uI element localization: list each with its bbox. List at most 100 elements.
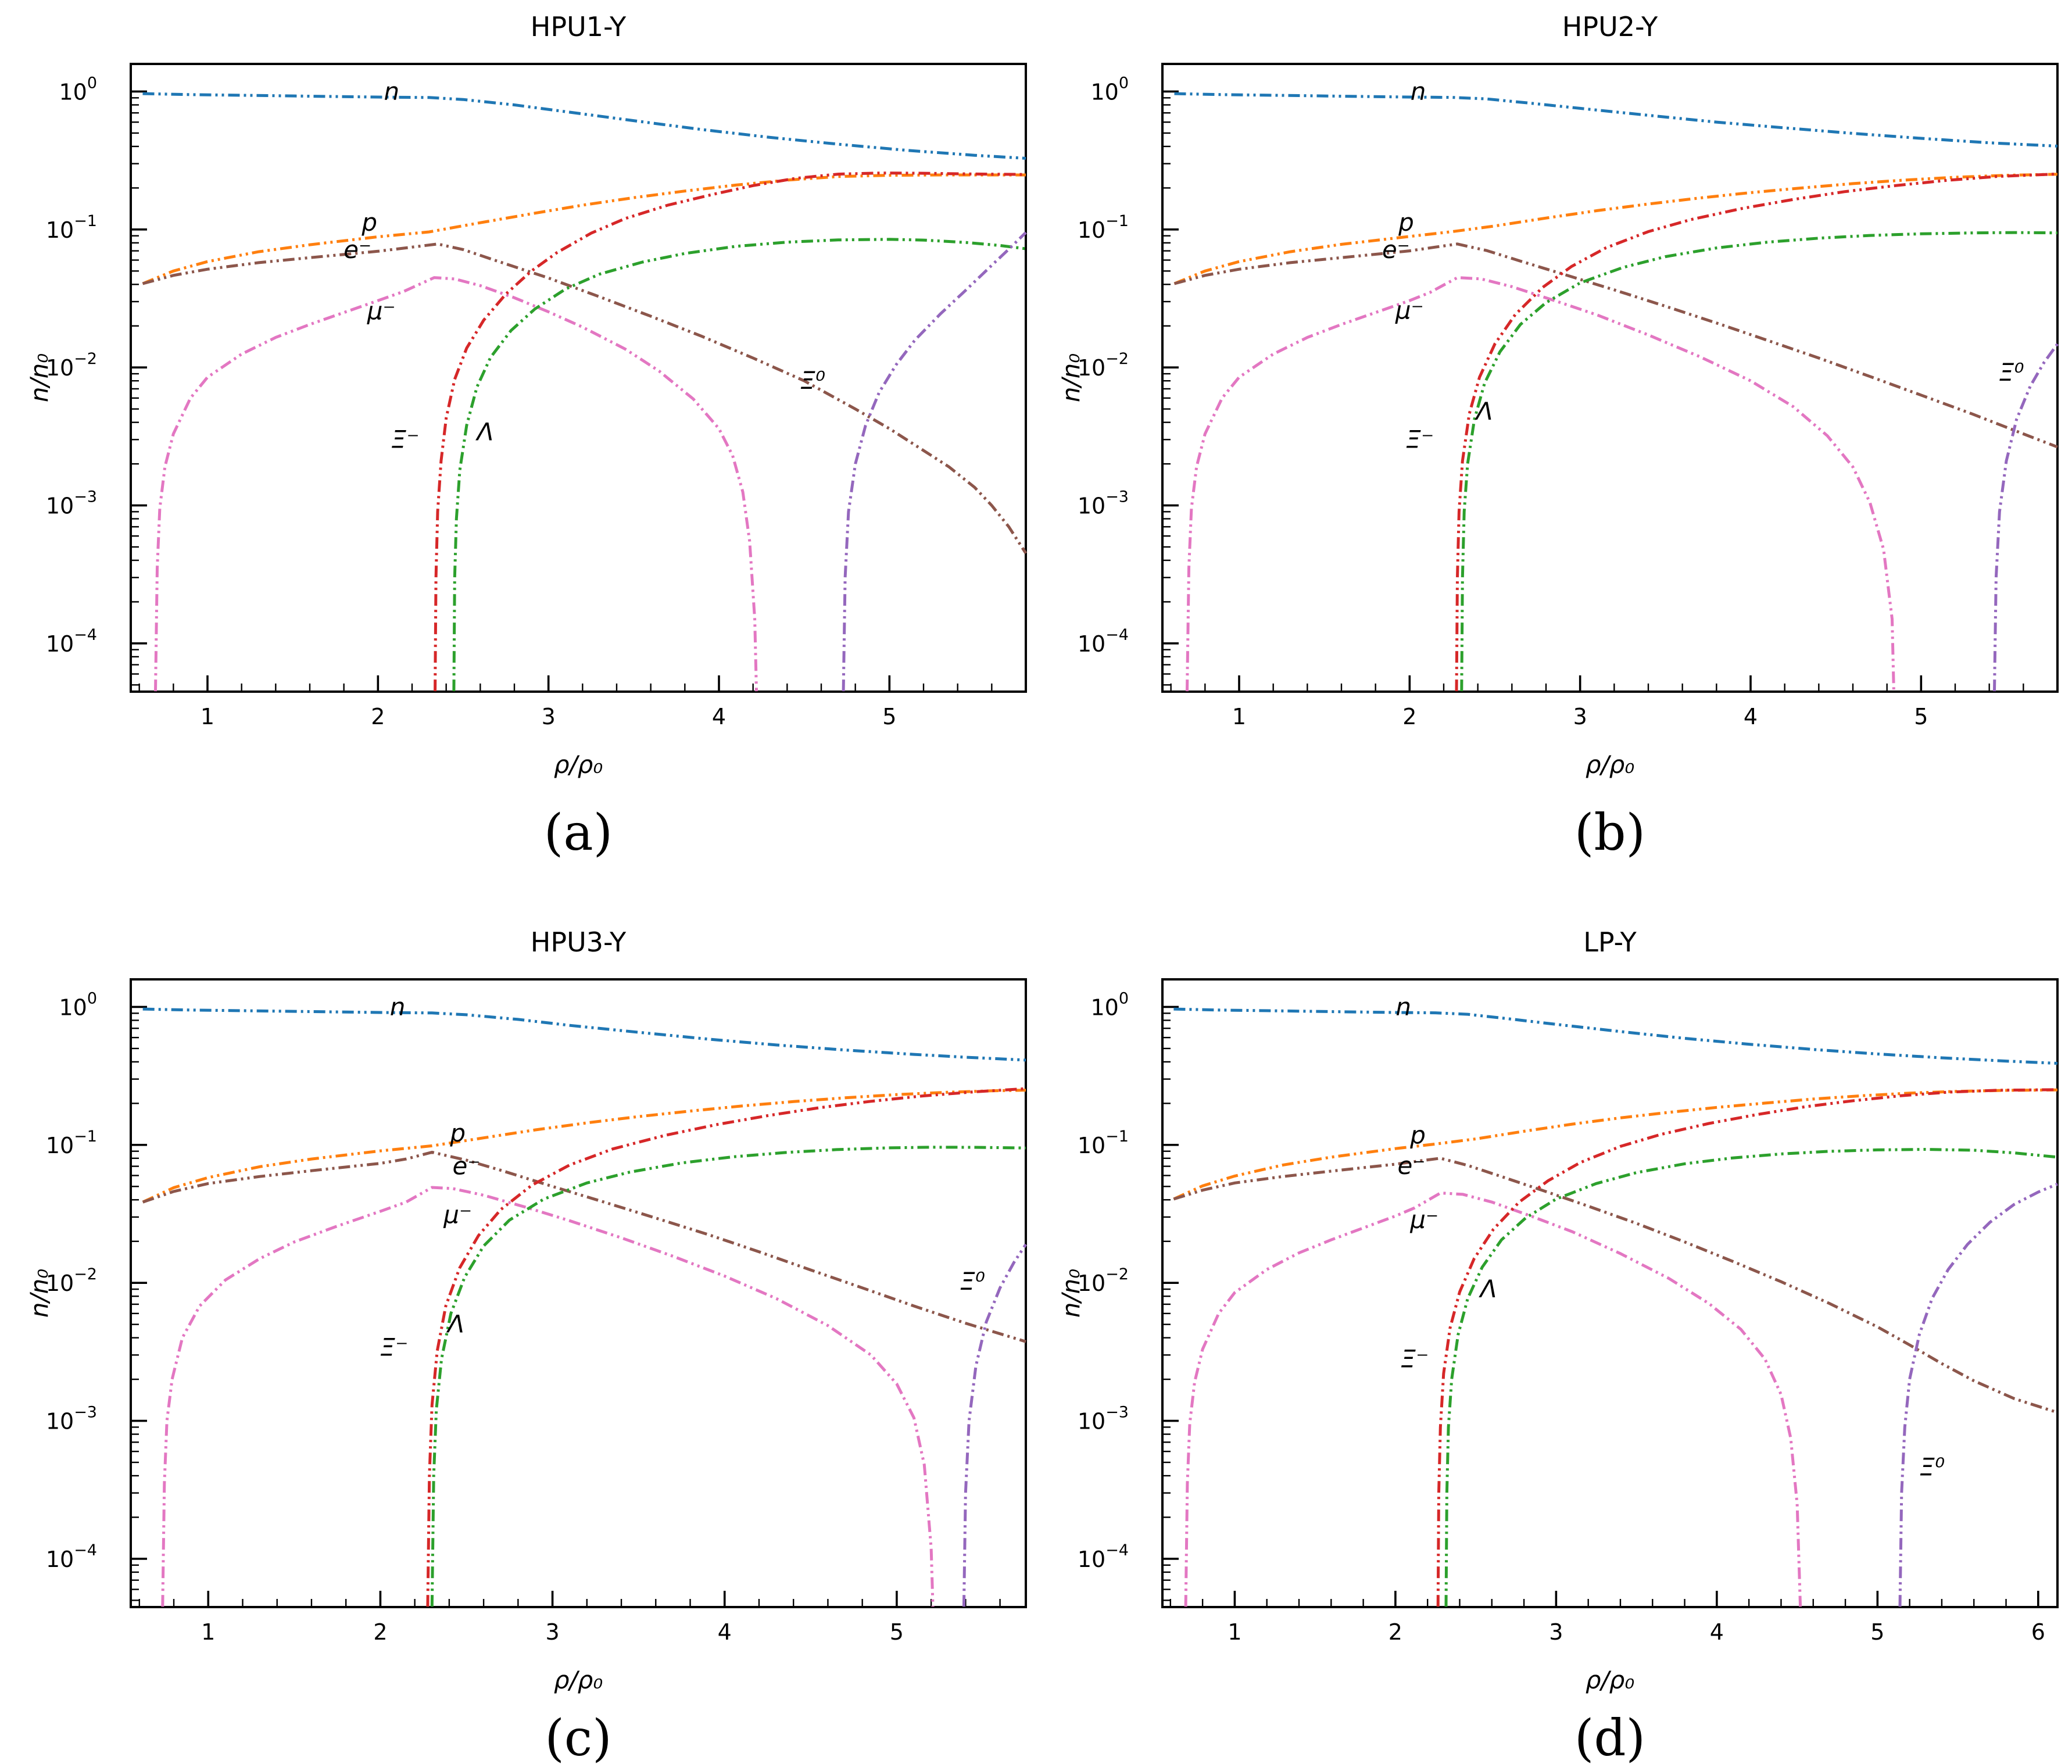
y-tick-label: 10−1 [1078, 1128, 1129, 1158]
series-lambda-curve [452, 238, 1026, 692]
panel-caption-a: (a) [544, 804, 613, 862]
series-xi-0-curve [962, 1243, 1027, 1607]
x-tick-label: 5 [1870, 1619, 1884, 1645]
panel-b: 1 2 3 4 5 100 10−1 10−2 10−3 10−4 n pe⁻ μ⁻ Ξ⁻ Λ Ξ⁰ HPU2-… [1057, 11, 2059, 862]
series-e-curve [1173, 1157, 2058, 1414]
series-p-label: p [1398, 208, 1414, 237]
series-xi-0-curve [1898, 1182, 2058, 1607]
series-e-curve [142, 242, 1027, 554]
series-mu-label: μ⁻ [443, 1201, 472, 1229]
series-mu-curve [1184, 1191, 1802, 1607]
series-n-label: n [384, 77, 399, 105]
axes-frame-a [130, 63, 1027, 693]
series-n-curve [1174, 92, 2058, 148]
series-xi-minus-label: Ξ⁻ [1401, 1344, 1429, 1373]
x-axis-label-b: ρ/ρ₀ [1586, 750, 1634, 779]
series-e-label: e⁻ [1382, 235, 1410, 264]
y-tick-label: 10−1 [1078, 212, 1129, 243]
series-n-curve [1173, 1007, 2058, 1065]
x-axis-label-d: ρ/ρ₀ [1586, 1666, 1634, 1694]
y-tick-label: 100 [59, 989, 97, 1020]
x-tick-label: 2 [373, 1619, 387, 1645]
series-n-curve [142, 1007, 1026, 1062]
series-lambda-label: Λ [446, 1310, 464, 1339]
panel-caption-b: (b) [1574, 804, 1645, 862]
series-e-label: e⁻ [452, 1152, 480, 1180]
panel-caption-c: (c) [545, 1709, 611, 1764]
series-xi-minus-curve [434, 171, 1026, 692]
panel-d: 1 2 3 4 5 6 100 10−1 10−2 10−3 10−4 n pe⁻ μ⁻ Ξ⁻ Λ Ξ⁰ LP-Y… [1057, 926, 2059, 1764]
series-xi-0-label: Ξ⁰ [1999, 358, 2024, 387]
axes-frame-c [130, 978, 1027, 1608]
series-p-curve [1173, 173, 2058, 285]
x-tick-label: 6 [2031, 1619, 2045, 1645]
series-mu-curve [161, 1186, 935, 1607]
y-tick-label: 10−3 [46, 488, 97, 519]
x-tick-label: 3 [1573, 704, 1587, 729]
x-tick-label: 1 [1228, 1619, 1241, 1645]
x-tick-label: 4 [1744, 704, 1758, 729]
panel-title-c: HPU3-Y [531, 926, 627, 958]
y-tick-label: 10−2 [1078, 350, 1129, 381]
y-tick-label: 100 [1090, 989, 1129, 1020]
x-tick-label: 4 [712, 704, 726, 729]
series-xi-0-label: Ξ⁰ [800, 366, 826, 395]
x-tick-label: 1 [201, 1619, 215, 1645]
x-tick-label: 5 [890, 1619, 904, 1645]
x-tick-label: 4 [1710, 1619, 1724, 1645]
series-lambda-curve [1460, 231, 2058, 692]
series-xi-0-curve [842, 231, 1027, 692]
series-xi-minus-curve [1455, 172, 2058, 692]
y-tick-label: 10−1 [46, 1128, 97, 1158]
series-n-label: n [1395, 992, 1411, 1021]
y-axis-label-c: n/n₀ [25, 1269, 53, 1318]
series-lambda-label: Λ [1479, 1275, 1497, 1303]
series-e-label: e⁻ [343, 235, 371, 264]
series-p-curve [142, 1089, 1026, 1204]
panel-c: 1 2 3 4 5 100 10−1 10−2 10−3 10−4 n p e⁻ μ⁻ Ξ⁻ Λ Ξ⁰ HPU3-… [25, 926, 1027, 1764]
series-p-curve [142, 173, 1026, 285]
x-tick-label: 2 [1402, 704, 1416, 729]
series-e-curve [1173, 242, 2058, 449]
series-xi-minus-label: Ξ⁻ [1406, 425, 1434, 453]
series-p-label: p [1409, 1121, 1426, 1150]
series-xi-0-curve [1993, 343, 2059, 692]
series-n-label: n [1411, 77, 1426, 105]
x-tick-label: 3 [1549, 1619, 1563, 1645]
series-xi-minus-label: Ξ⁻ [380, 1333, 409, 1361]
series-xi-0-label: Ξ⁰ [1920, 1453, 1945, 1482]
series-p-label: p [361, 208, 377, 237]
y-tick-label: 10−3 [1078, 1404, 1129, 1434]
y-tick-label: 10−2 [46, 1265, 97, 1296]
y-tick-label: 10−3 [46, 1404, 97, 1434]
axes-frame-b [1161, 63, 2059, 693]
x-tick-label: 3 [542, 704, 556, 729]
series-lambda-label: Λ [475, 417, 494, 446]
series-mu-label: μ⁻ [1395, 296, 1424, 324]
x-tick-label: 2 [371, 704, 385, 729]
y-tick-label: 10−4 [46, 626, 97, 657]
x-axis-label-c: ρ/ρ₀ [554, 1666, 603, 1694]
series-e-label: e⁻ [1398, 1151, 1426, 1180]
x-tick-label: 5 [882, 704, 896, 729]
series-mu-label: μ⁻ [367, 297, 396, 325]
x-tick-label: 3 [545, 1619, 559, 1645]
y-tick-label: 100 [1090, 74, 1129, 105]
y-axis-label-a: n/n₀ [25, 353, 53, 402]
y-tick-label: 10−3 [1078, 488, 1129, 519]
x-axis-label-a: ρ/ρ₀ [554, 750, 603, 779]
panel-caption-d: (d) [1574, 1709, 1645, 1764]
series-lambda-curve [430, 1146, 1026, 1607]
y-tick-label: 10−1 [46, 212, 97, 243]
series-mu-curve [154, 276, 758, 692]
y-axis-label-d: n/n₀ [1057, 1269, 1085, 1318]
series-xi-minus-curve [426, 1087, 1026, 1607]
x-tick-label: 1 [201, 704, 214, 729]
series-xi-0-label: Ξ⁰ [960, 1267, 986, 1296]
x-tick-label: 2 [1389, 1619, 1402, 1645]
panel-title-b: HPU2-Y [1562, 11, 1658, 42]
series-n-curve [142, 92, 1026, 160]
series-lambda-curve [1444, 1147, 2058, 1607]
series-xi-minus-curve [1436, 1088, 2058, 1607]
